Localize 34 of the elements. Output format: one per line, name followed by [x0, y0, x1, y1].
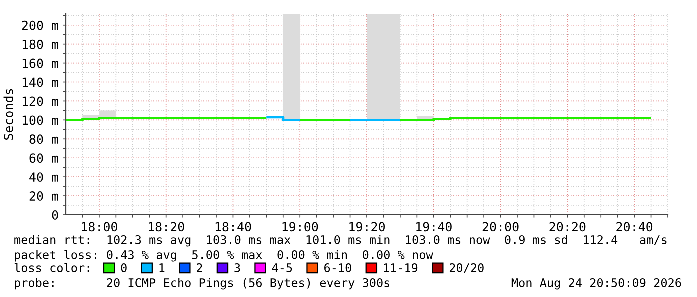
x-tick-label: 19:40 — [416, 222, 452, 232]
x-tick-label: 18:20 — [149, 222, 184, 232]
y-tick-label: 160 m — [22, 58, 58, 68]
text: probe: 20 ICMP Echo Pings (56 Bytes) every 300s — [15, 278, 390, 290]
text: Mon Aug 24 20:50:09 2026 — [512, 278, 682, 290]
y-tick-label: 140 m — [22, 78, 58, 88]
y-axis-title: Seconds — [4, 89, 14, 140]
y-tick-label: 60 m — [30, 154, 58, 164]
legend-label: 4-5 — [272, 264, 292, 272]
y-tick-label: 200 m — [22, 20, 58, 30]
x-tick-label: 20:00 — [482, 222, 519, 232]
y-tick-label: 0 — [52, 210, 58, 220]
y-tick-label: 120 m — [22, 96, 58, 106]
legend-label: 1 — [160, 264, 165, 272]
legend-label: 2 — [197, 264, 202, 272]
x-tick-label: 20:40 — [616, 222, 653, 232]
y-tick-label: 20 m — [30, 192, 58, 201]
x-tick-label: 18:40 — [216, 222, 252, 232]
x-tick-label: 19:00 — [282, 222, 318, 232]
legend-label: 20/20 — [450, 264, 484, 274]
legend-title: loss color: — [14, 263, 90, 272]
text: packet loss: 0.43 % avg 5.00 % max 0.00 % min 0.00 % now — [15, 250, 434, 262]
x-tick-label: 19:20 — [350, 222, 386, 232]
y-tick-label: 100 m — [22, 116, 58, 126]
x-tick-label: 18:00 — [82, 222, 118, 232]
legend-label: 3 — [234, 264, 240, 272]
y-tick-label: 40 m — [30, 172, 58, 182]
text: median rtt: 102.3 ms avg 103.0 ms max 101.0 ms min 103.0 ms now 0.9 ms sd 112.4 am/s — [14, 235, 667, 247]
x-tick-label: 20:20 — [550, 222, 586, 232]
y-tick-label: 180 m — [22, 40, 58, 50]
y-tick-label: 80 m — [30, 134, 58, 144]
legend-label: 11-19 — [384, 264, 418, 272]
legend-label: 6-10 — [324, 264, 352, 272]
legend-label: 0 — [121, 264, 127, 272]
